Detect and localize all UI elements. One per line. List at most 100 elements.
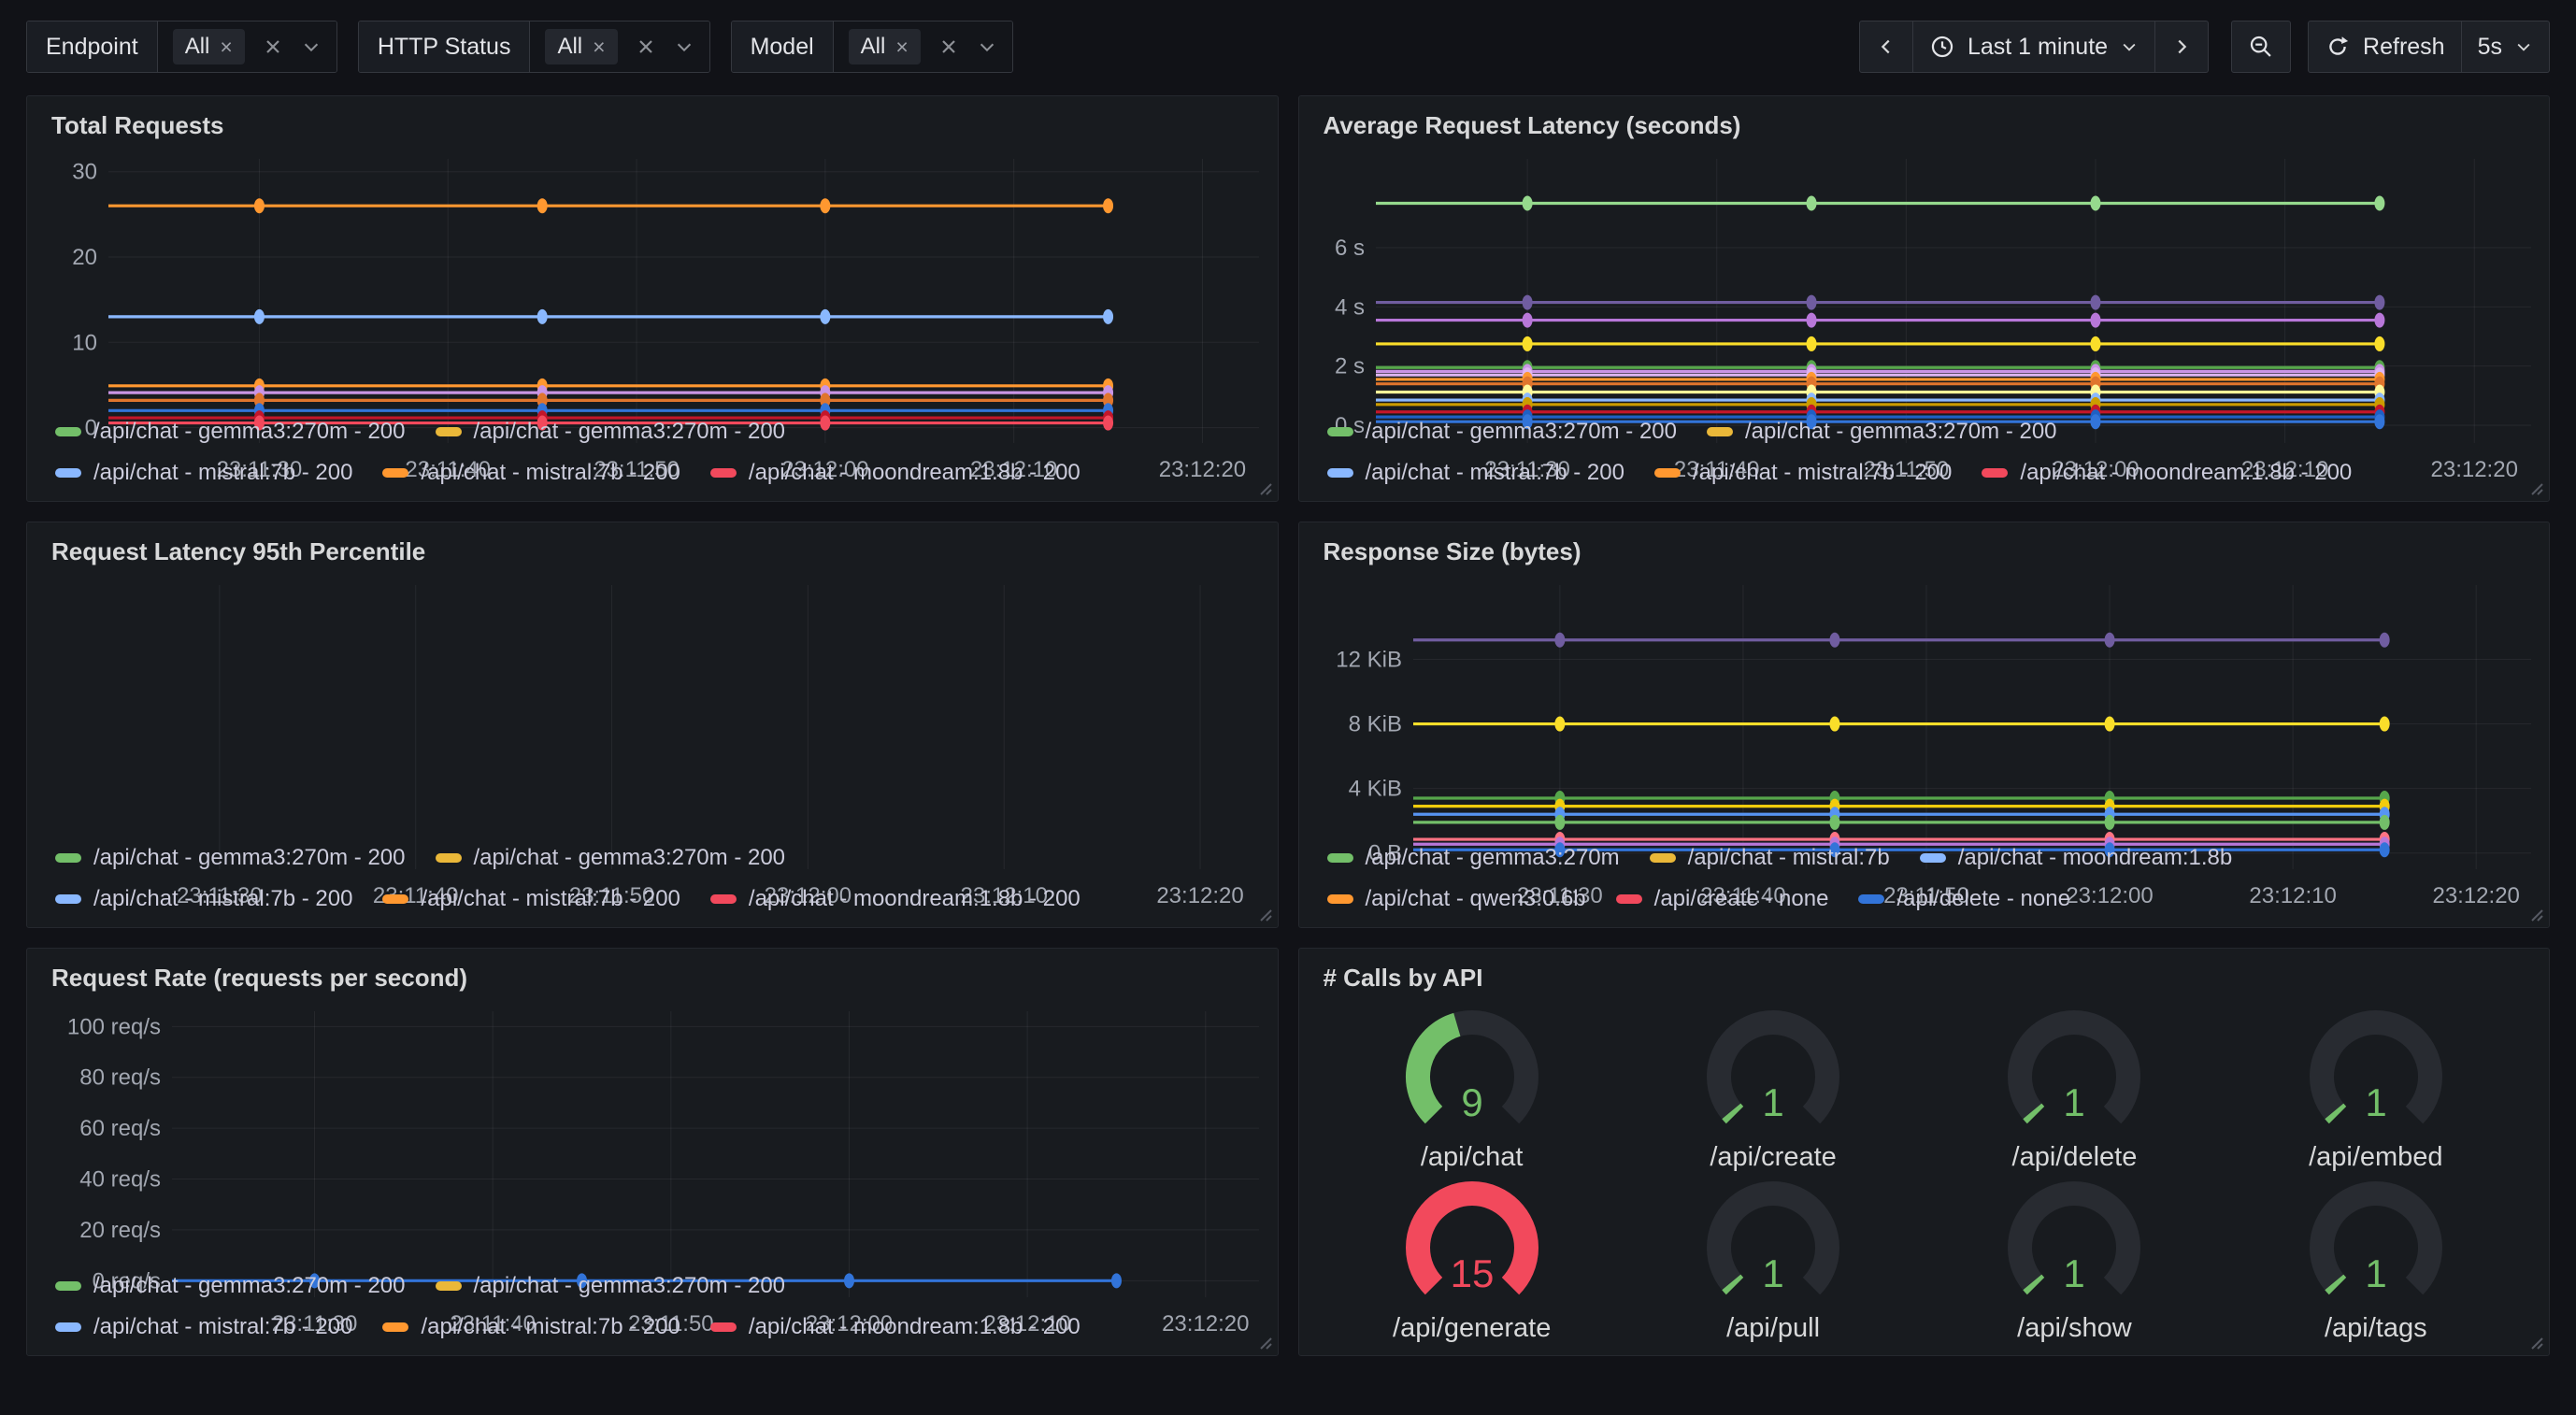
legend-item[interactable]: /api/chat - mistral:7b - 200 bbox=[382, 460, 680, 486]
legend-item[interactable]: /api/chat - moondream:1.8b - 200 bbox=[1982, 460, 2352, 486]
legend-item[interactable]: /api/chat - gemma3:270m - 200 bbox=[436, 1273, 786, 1299]
filter-clear-icon[interactable] bbox=[635, 36, 657, 58]
panel-resize-handle[interactable] bbox=[1258, 1336, 1273, 1351]
legend-label: /api/chat - gemma3:270m bbox=[1366, 845, 1620, 871]
chevron-down-icon[interactable] bbox=[301, 36, 322, 57]
legend-item[interactable]: /api/delete - none bbox=[1858, 886, 2069, 912]
chart-area[interactable]: 23:11:3023:11:4023:11:5023:12:0023:12:10… bbox=[27, 570, 1278, 830]
filter-model-chip[interactable]: All × bbox=[849, 29, 921, 64]
panel-title[interactable]: Average Request Latency (seconds) bbox=[1299, 96, 2550, 144]
chart-area[interactable]: 23:11:3023:11:4023:11:5023:12:0023:12:10… bbox=[1299, 144, 2550, 404]
y-tick-label: 12 KiB bbox=[1336, 647, 1402, 672]
legend-item[interactable]: /api/chat - gemma3:270m - 200 bbox=[436, 419, 786, 445]
legend-item[interactable]: /api/chat - mistral:7b - 200 bbox=[55, 460, 352, 486]
time-range-picker[interactable]: Last 1 minute bbox=[1913, 21, 2155, 73]
series-point bbox=[2374, 313, 2384, 328]
chip-remove-icon[interactable]: × bbox=[895, 36, 908, 58]
legend-item[interactable]: /api/chat - gemma3:270m bbox=[1327, 845, 1620, 871]
legend-item[interactable]: /api/chat - mistral:7b - 200 bbox=[55, 1314, 352, 1340]
filter-endpoint-chip[interactable]: All × bbox=[173, 29, 245, 64]
chip-remove-icon[interactable]: × bbox=[220, 36, 232, 58]
series-point bbox=[1522, 336, 1532, 351]
legend-item[interactable]: /api/chat - mistral:7b - 200 bbox=[55, 886, 352, 912]
gauge-chart: 1 bbox=[1691, 1173, 1855, 1313]
legend-item[interactable]: /api/chat - gemma3:270m - 200 bbox=[55, 419, 406, 445]
time-shift-back-button[interactable] bbox=[1859, 21, 1913, 73]
panel-title[interactable]: # Calls by API bbox=[1299, 949, 2550, 996]
gauge-value-arc bbox=[1418, 1024, 1457, 1115]
legend-color-chip bbox=[1327, 468, 1353, 478]
series-point bbox=[1103, 198, 1113, 213]
gauge-value-arc bbox=[2033, 1282, 2037, 1286]
refresh-button[interactable]: Refresh bbox=[2308, 21, 2462, 73]
legend-color-chip bbox=[55, 427, 81, 436]
legend-color-chip bbox=[382, 1322, 408, 1332]
legend-item[interactable]: /api/chat - gemma3:270m - 200 bbox=[1327, 419, 1678, 445]
panel-title[interactable]: Total Requests bbox=[27, 96, 1278, 144]
panel-resize-handle[interactable] bbox=[2529, 1336, 2544, 1351]
legend-color-chip bbox=[1650, 853, 1676, 863]
gauge-value-arc bbox=[1731, 1111, 1735, 1115]
chart-legend: /api/chat - gemma3:270m - 200/api/chat -… bbox=[27, 404, 1278, 501]
series-point bbox=[2379, 633, 2389, 648]
filter-model-value[interactable]: All × bbox=[834, 21, 1012, 72]
legend-item[interactable]: /api/chat - gemma3:270m - 200 bbox=[1707, 419, 2057, 445]
panel-resize-handle[interactable] bbox=[1258, 908, 1273, 922]
legend-label: /api/chat - moondream:1.8b - 200 bbox=[749, 460, 1080, 486]
legend-label: /api/chat - moondream:1.8b - 200 bbox=[749, 1314, 1080, 1340]
series-point bbox=[1829, 815, 1839, 830]
filter-endpoint-value[interactable]: All × bbox=[158, 21, 336, 72]
legend-row: /api/chat - gemma3:270m - 200/api/chat -… bbox=[55, 1273, 1253, 1299]
series-point bbox=[2379, 815, 2389, 830]
legend-label: /api/chat - qwen3:0.6b bbox=[1366, 886, 1586, 912]
panel-resize-handle[interactable] bbox=[2529, 481, 2544, 496]
refresh-interval-picker[interactable]: 5s bbox=[2462, 21, 2550, 73]
legend-item[interactable]: /api/chat - mistral:7b - 200 bbox=[1654, 460, 1952, 486]
legend-item[interactable]: /api/chat - moondream:1.8b - 200 bbox=[710, 886, 1080, 912]
legend-item[interactable]: /api/chat - moondream:1.8b bbox=[1920, 845, 2233, 871]
zoom-out-time-button[interactable] bbox=[2231, 21, 2291, 73]
series-point bbox=[1806, 313, 1816, 328]
panel-resize-handle[interactable] bbox=[2529, 908, 2544, 922]
y-tick-label: 2 s bbox=[1334, 354, 1364, 379]
legend-item[interactable]: /api/create - none bbox=[1616, 886, 1829, 912]
legend-item[interactable]: /api/chat - moondream:1.8b - 200 bbox=[710, 1314, 1080, 1340]
legend-item[interactable]: /api/chat - qwen3:0.6b bbox=[1327, 886, 1586, 912]
y-tick-label: 6 s bbox=[1334, 236, 1364, 261]
gauge-label: /api/chat bbox=[1421, 1142, 1524, 1173]
panel-title[interactable]: Response Size (bytes) bbox=[1299, 522, 2550, 570]
legend-item[interactable]: /api/chat - mistral:7b bbox=[1650, 845, 1890, 871]
legend-item[interactable]: /api/chat - gemma3:270m - 200 bbox=[55, 1273, 406, 1299]
legend-item[interactable]: /api/chat - moondream:1.8b - 200 bbox=[710, 460, 1080, 486]
chevron-down-icon[interactable] bbox=[674, 36, 694, 57]
chart-legend: /api/chat - gemma3:270m - 200/api/chat -… bbox=[27, 1258, 1278, 1355]
series-point bbox=[2374, 336, 2384, 351]
filter-endpoint-label: Endpoint bbox=[27, 21, 158, 72]
series-point bbox=[2090, 313, 2100, 328]
refresh-group: Refresh 5s bbox=[2308, 21, 2550, 73]
legend-item[interactable]: /api/chat - mistral:7b - 200 bbox=[382, 886, 680, 912]
filter-clear-icon[interactable] bbox=[262, 36, 284, 58]
panel-title[interactable]: Request Latency 95th Percentile bbox=[27, 522, 1278, 570]
chart-area[interactable]: 23:11:3023:11:4023:11:5023:12:0023:12:10… bbox=[1299, 570, 2550, 830]
legend-item[interactable]: /api/chat - gemma3:270m - 200 bbox=[436, 845, 786, 871]
gauge: 9/api/chat bbox=[1322, 1002, 1623, 1173]
legend-item[interactable]: /api/chat - gemma3:270m - 200 bbox=[55, 845, 406, 871]
dashboard-grid: Total Requests 23:11:3023:11:4023:11:502… bbox=[0, 73, 2576, 1356]
filter-http-status-chip[interactable]: All × bbox=[545, 29, 617, 64]
legend-row: /api/chat - gemma3:270m - 200/api/chat -… bbox=[1327, 419, 2526, 445]
panel-resize-handle[interactable] bbox=[1258, 481, 1273, 496]
chart-area[interactable]: 23:11:3023:11:4023:11:5023:12:0023:12:10… bbox=[27, 144, 1278, 404]
chart-area[interactable]: 23:11:3023:11:4023:11:5023:12:0023:12:10… bbox=[27, 996, 1278, 1258]
time-shift-forward-button[interactable] bbox=[2155, 21, 2209, 73]
gauge-value-arc bbox=[2334, 1111, 2338, 1115]
chevron-down-icon bbox=[2120, 37, 2139, 56]
filter-http-status-value[interactable]: All × bbox=[530, 21, 708, 72]
chip-remove-icon[interactable]: × bbox=[593, 36, 605, 58]
filter-clear-icon[interactable] bbox=[937, 36, 960, 58]
legend-item[interactable]: /api/chat - mistral:7b - 200 bbox=[1327, 460, 1624, 486]
refresh-label: Refresh bbox=[2363, 34, 2445, 61]
panel-title[interactable]: Request Rate (requests per second) bbox=[27, 949, 1278, 996]
legend-item[interactable]: /api/chat - mistral:7b - 200 bbox=[382, 1314, 680, 1340]
chevron-down-icon[interactable] bbox=[977, 36, 997, 57]
